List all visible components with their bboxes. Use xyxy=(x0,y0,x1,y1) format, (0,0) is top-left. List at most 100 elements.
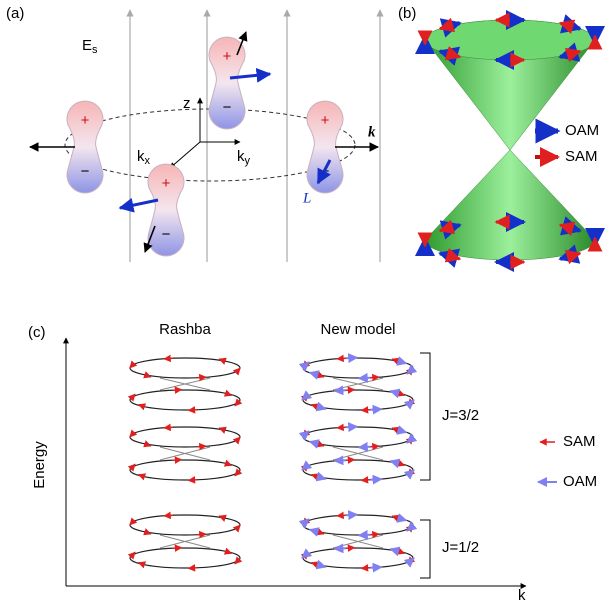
y-axis-label: Energy xyxy=(31,441,48,489)
vector-arrow xyxy=(334,460,345,461)
vector-arrow xyxy=(440,51,450,54)
vector-arrow xyxy=(302,467,305,470)
x-axis-label: k xyxy=(518,587,526,603)
vector-arrow xyxy=(408,473,411,476)
vector-arrow xyxy=(390,461,398,463)
column-title: New model xyxy=(320,321,395,338)
panel-b xyxy=(425,20,595,262)
wave-vector: k xyxy=(368,124,376,140)
group-label: J=3/2 xyxy=(442,407,479,424)
vector-arrow xyxy=(398,361,406,363)
vector-arrow xyxy=(361,410,370,411)
vector-arrow xyxy=(411,368,414,371)
charge-minus: − xyxy=(162,226,171,243)
vector-arrow xyxy=(334,390,345,391)
vector-arrow xyxy=(346,548,355,549)
field-main: E xyxy=(82,37,92,54)
vector-arrow xyxy=(188,410,197,411)
ring xyxy=(130,548,240,568)
charge-plus: + xyxy=(162,175,171,192)
vector-arrow xyxy=(305,362,308,365)
vector-arrow xyxy=(197,534,206,535)
vector-arrow xyxy=(305,552,308,555)
charge-plus: + xyxy=(223,48,232,65)
vector-arrow xyxy=(570,228,580,231)
field-sub: s xyxy=(92,44,98,56)
legend-sam: SAM xyxy=(565,148,598,165)
vector-arrow xyxy=(440,253,450,256)
vector-arrow xyxy=(359,378,370,379)
dipole: +− xyxy=(148,164,184,256)
figure: (a) +−+−+−+− Es z kx ky k L (b) OAM SAM … xyxy=(0,0,613,603)
vector-arrow xyxy=(305,519,308,522)
axis xyxy=(170,142,200,168)
vector-arrow xyxy=(132,394,135,397)
vector-arrow xyxy=(560,256,570,259)
vector-arrow xyxy=(164,358,173,359)
vector-arrow xyxy=(188,480,197,481)
vector-arrow xyxy=(302,397,305,400)
vector-arrow xyxy=(303,434,306,437)
vector-arrow xyxy=(225,463,231,465)
vector-arrow xyxy=(337,515,346,516)
vector-arrow xyxy=(450,225,460,228)
panel-label: (b) xyxy=(398,5,416,22)
vector-arrow xyxy=(310,442,318,444)
legend-oam: OAM xyxy=(563,473,597,490)
vector-arrow xyxy=(337,358,346,359)
charge-plus: + xyxy=(81,112,90,129)
vector-arrow xyxy=(132,552,135,555)
vector-arrow xyxy=(408,403,411,406)
field-label: Es xyxy=(82,37,98,56)
vector-arrow xyxy=(398,463,404,465)
vector-arrow xyxy=(318,477,326,479)
vector-arrow xyxy=(370,567,381,568)
vector-arrow xyxy=(370,446,379,447)
vector-arrow xyxy=(346,390,355,391)
vector-arrow xyxy=(450,23,460,26)
vector-arrow xyxy=(334,548,345,549)
legend-sam: SAM xyxy=(563,433,596,450)
vector-arrow xyxy=(411,558,414,561)
vector-arrow xyxy=(346,460,355,461)
vector-arrow xyxy=(235,473,238,476)
vector-arrow xyxy=(407,440,410,443)
vector-arrow xyxy=(312,563,318,565)
axis-sub: y xyxy=(245,155,251,167)
vector-arrow xyxy=(411,437,414,440)
vector-arrow xyxy=(197,377,206,378)
charge-plus: + xyxy=(321,112,330,129)
axis-z: z xyxy=(183,95,191,112)
vector-arrow xyxy=(303,522,306,525)
vector-arrow xyxy=(411,400,414,403)
vector-arrow xyxy=(312,475,318,477)
vector-arrow xyxy=(238,368,241,371)
vector-arrow xyxy=(570,26,580,29)
oam-vector: L xyxy=(302,190,311,206)
ring xyxy=(130,390,240,410)
vector-arrow xyxy=(390,391,398,393)
vector-arrow xyxy=(305,431,308,434)
vector-arrow xyxy=(139,475,145,477)
axis-kx: kx xyxy=(137,148,151,167)
vector-arrow xyxy=(225,551,231,553)
cone-lower xyxy=(425,150,595,260)
charge-minus: − xyxy=(81,163,90,180)
vector-arrow xyxy=(346,358,357,359)
ring xyxy=(130,460,240,480)
column-title: Rashba xyxy=(159,321,211,338)
vector-arrow xyxy=(197,446,206,447)
vector-arrow xyxy=(130,434,133,437)
vector-arrow xyxy=(238,525,241,528)
vector-arrow xyxy=(130,522,133,525)
vector-arrow xyxy=(238,437,241,440)
axis-sub: x xyxy=(145,155,151,167)
vector-arrow xyxy=(235,403,238,406)
vector-arrow xyxy=(346,515,357,516)
panel-label: (c) xyxy=(28,324,46,341)
vector-arrow xyxy=(560,54,570,57)
charge-minus: − xyxy=(223,99,232,116)
vector-arrow xyxy=(164,515,173,516)
vector-arrow xyxy=(359,535,370,536)
group-label: J=1/2 xyxy=(442,539,479,556)
